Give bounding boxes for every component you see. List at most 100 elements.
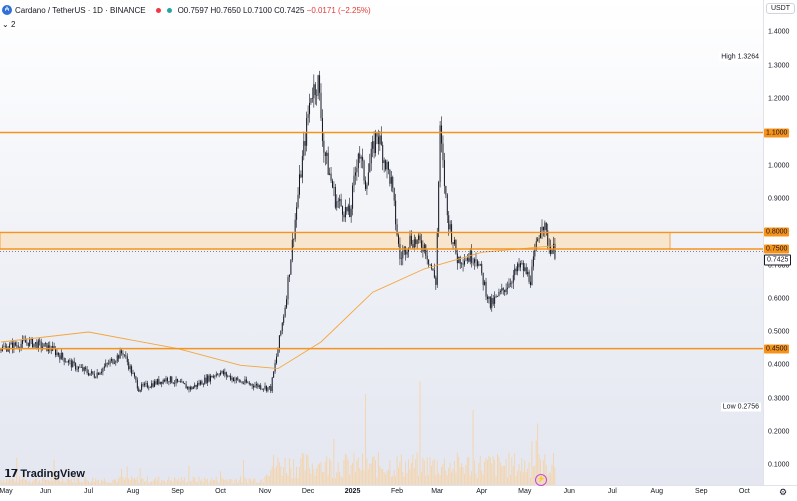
candle-body xyxy=(125,355,127,357)
volume-bar xyxy=(504,465,506,485)
volume-bar xyxy=(172,482,174,485)
volume-bar xyxy=(100,479,102,485)
candle-body xyxy=(416,239,418,245)
volume-bar xyxy=(441,467,442,485)
volume-bar xyxy=(69,479,71,485)
volume-bar xyxy=(125,477,127,485)
candle-body xyxy=(50,349,52,351)
volume-bar xyxy=(306,454,308,485)
candle-body xyxy=(76,369,78,370)
indicators-toggle[interactable]: ⌄ 2 xyxy=(2,20,15,29)
candle-body xyxy=(540,231,542,239)
volume-bar xyxy=(83,479,85,485)
time-tick-label: Aug xyxy=(126,488,140,495)
volume-bar xyxy=(393,469,395,485)
candle-body xyxy=(110,359,112,361)
volume-bar xyxy=(20,480,22,485)
candle-body xyxy=(340,199,342,207)
time-tick-label: 2025 xyxy=(344,488,361,495)
lightning-icon[interactable]: ⚡ xyxy=(535,474,547,486)
volume-bar xyxy=(202,482,204,485)
candle-body xyxy=(156,379,158,385)
price-tick-label: 1.2000 xyxy=(768,95,790,103)
volume-bar xyxy=(519,471,521,485)
candle-body xyxy=(175,378,177,384)
volume-bar xyxy=(122,476,124,485)
volume-bar xyxy=(244,477,246,485)
volume-bar xyxy=(30,482,32,485)
candle-body xyxy=(489,296,491,308)
candle-body xyxy=(313,84,315,99)
volume-bar xyxy=(532,466,534,485)
volume-bar xyxy=(379,466,381,485)
volume-bar xyxy=(86,479,88,485)
candle-body xyxy=(314,84,316,96)
candle-body xyxy=(461,263,463,265)
volume-bar xyxy=(39,479,41,485)
volume-bar xyxy=(49,481,51,485)
candle-body xyxy=(34,342,36,344)
symbol-title[interactable]: Cardano / TetherUS · 1D · BINANCE xyxy=(15,5,146,15)
candle-body xyxy=(343,214,345,218)
volume-bar xyxy=(466,457,468,485)
candle-body xyxy=(336,201,338,208)
volume-bar xyxy=(363,470,365,485)
volume-bar xyxy=(148,482,150,485)
candle-body xyxy=(0,348,2,351)
volume-bar xyxy=(95,478,97,485)
candle-body xyxy=(188,386,190,390)
candle-body xyxy=(274,363,276,372)
candle-body xyxy=(448,215,450,230)
volume-bar xyxy=(422,457,424,485)
candle-body xyxy=(528,271,530,282)
candle-body xyxy=(406,251,408,255)
volume-bar xyxy=(159,482,161,485)
price-tick-label: 1.3000 xyxy=(768,62,790,69)
volume-bar xyxy=(320,461,322,485)
candle-body xyxy=(268,386,270,388)
volume-bar xyxy=(72,482,74,485)
volume-bar xyxy=(319,463,320,485)
candle-body xyxy=(197,383,199,387)
volume-bar xyxy=(79,481,81,485)
volume-bar xyxy=(399,461,401,485)
candle-body xyxy=(442,143,444,161)
volume-bar xyxy=(349,474,351,485)
currency-button[interactable]: USDT xyxy=(765,3,795,14)
volume-bar xyxy=(443,458,445,485)
price-axis[interactable] xyxy=(763,0,797,485)
candle-body xyxy=(251,383,253,386)
volume-bar xyxy=(89,482,91,485)
candle-body xyxy=(393,188,395,201)
time-axis[interactable] xyxy=(0,485,797,501)
volume-bar xyxy=(360,470,362,485)
candle-body xyxy=(214,376,216,377)
volume-bar xyxy=(535,440,537,485)
volume-bar xyxy=(298,467,300,485)
volume-bar xyxy=(413,467,415,485)
volume-bar xyxy=(277,457,279,485)
price-badge: 0.8000 xyxy=(764,227,790,237)
candle-body xyxy=(369,163,371,173)
volume-bar xyxy=(283,467,285,485)
candle-body xyxy=(484,281,486,285)
candle-body xyxy=(435,277,437,285)
volume-bar xyxy=(207,478,209,485)
candle-body xyxy=(360,156,362,159)
volume-bar xyxy=(300,458,302,485)
candle-body xyxy=(155,381,157,385)
volume-bar xyxy=(73,476,75,485)
candle-body xyxy=(413,239,415,248)
volume-bar xyxy=(211,477,213,485)
volume-bar xyxy=(288,458,290,485)
gear-icon[interactable]: ⚙ xyxy=(779,487,788,497)
candle-body xyxy=(241,381,243,384)
volume-bar xyxy=(367,469,369,485)
candle-body xyxy=(535,241,537,251)
volume-bar xyxy=(128,478,130,485)
candle-body xyxy=(321,118,323,141)
volume-bar xyxy=(359,468,361,485)
tradingview-logo[interactable]: 𝟭𝟳 TradingView xyxy=(4,467,85,481)
